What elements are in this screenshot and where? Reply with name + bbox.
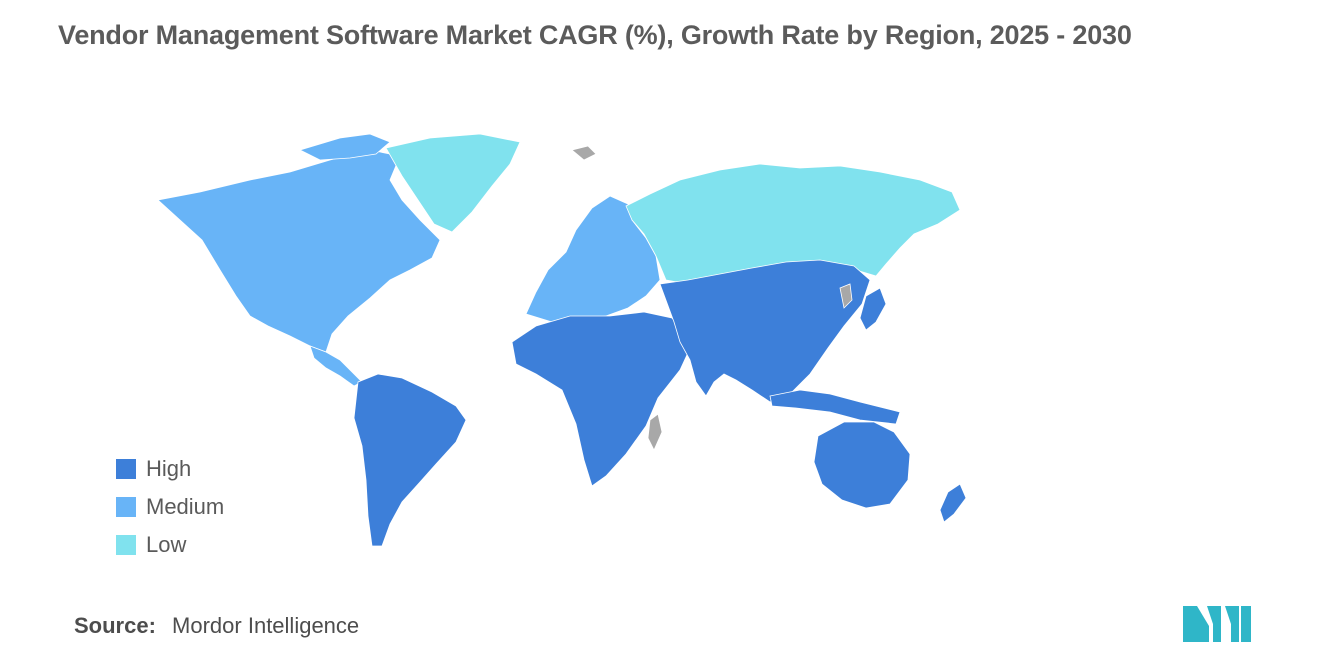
- legend-swatch-medium: [116, 497, 136, 517]
- region-new-zealand: [939, 483, 967, 523]
- world-map-svg: [157, 133, 967, 547]
- region-north-america: [157, 149, 441, 353]
- region-japan: [859, 287, 887, 331]
- chart-title: Vendor Management Software Market CAGR (…: [58, 20, 1132, 50]
- legend-item-medium: Medium: [116, 488, 224, 526]
- legend-label-high: High: [146, 456, 192, 481]
- region-svalbard: [571, 145, 597, 161]
- region-asia: [659, 259, 871, 403]
- legend-item-low: Low: [116, 526, 224, 564]
- source-line: Source: Mordor Intelligence: [74, 613, 359, 639]
- region-madagascar: [647, 413, 663, 451]
- region-southeast-asia-islands: [769, 389, 901, 425]
- legend-item-high: High: [116, 450, 224, 488]
- region-central-america: [309, 345, 363, 387]
- legend: High Medium Low: [116, 450, 224, 564]
- mordor-intelligence-logo-icon: [1183, 602, 1251, 642]
- region-australia: [813, 421, 911, 509]
- source-label: Source:: [74, 613, 156, 638]
- world-map: [140, 120, 1180, 560]
- legend-swatch-high: [116, 459, 136, 479]
- region-middle-east-africa: [511, 311, 693, 487]
- region-arctic-islands: [298, 133, 391, 161]
- region-greenland: [385, 133, 521, 233]
- legend-label-medium: Medium: [146, 494, 225, 519]
- legend-label-low: Low: [146, 532, 187, 557]
- source-value: Mordor Intelligence: [172, 613, 360, 638]
- region-korea: [839, 283, 853, 309]
- region-latin-america: [353, 373, 467, 547]
- legend-swatch-low: [116, 535, 136, 555]
